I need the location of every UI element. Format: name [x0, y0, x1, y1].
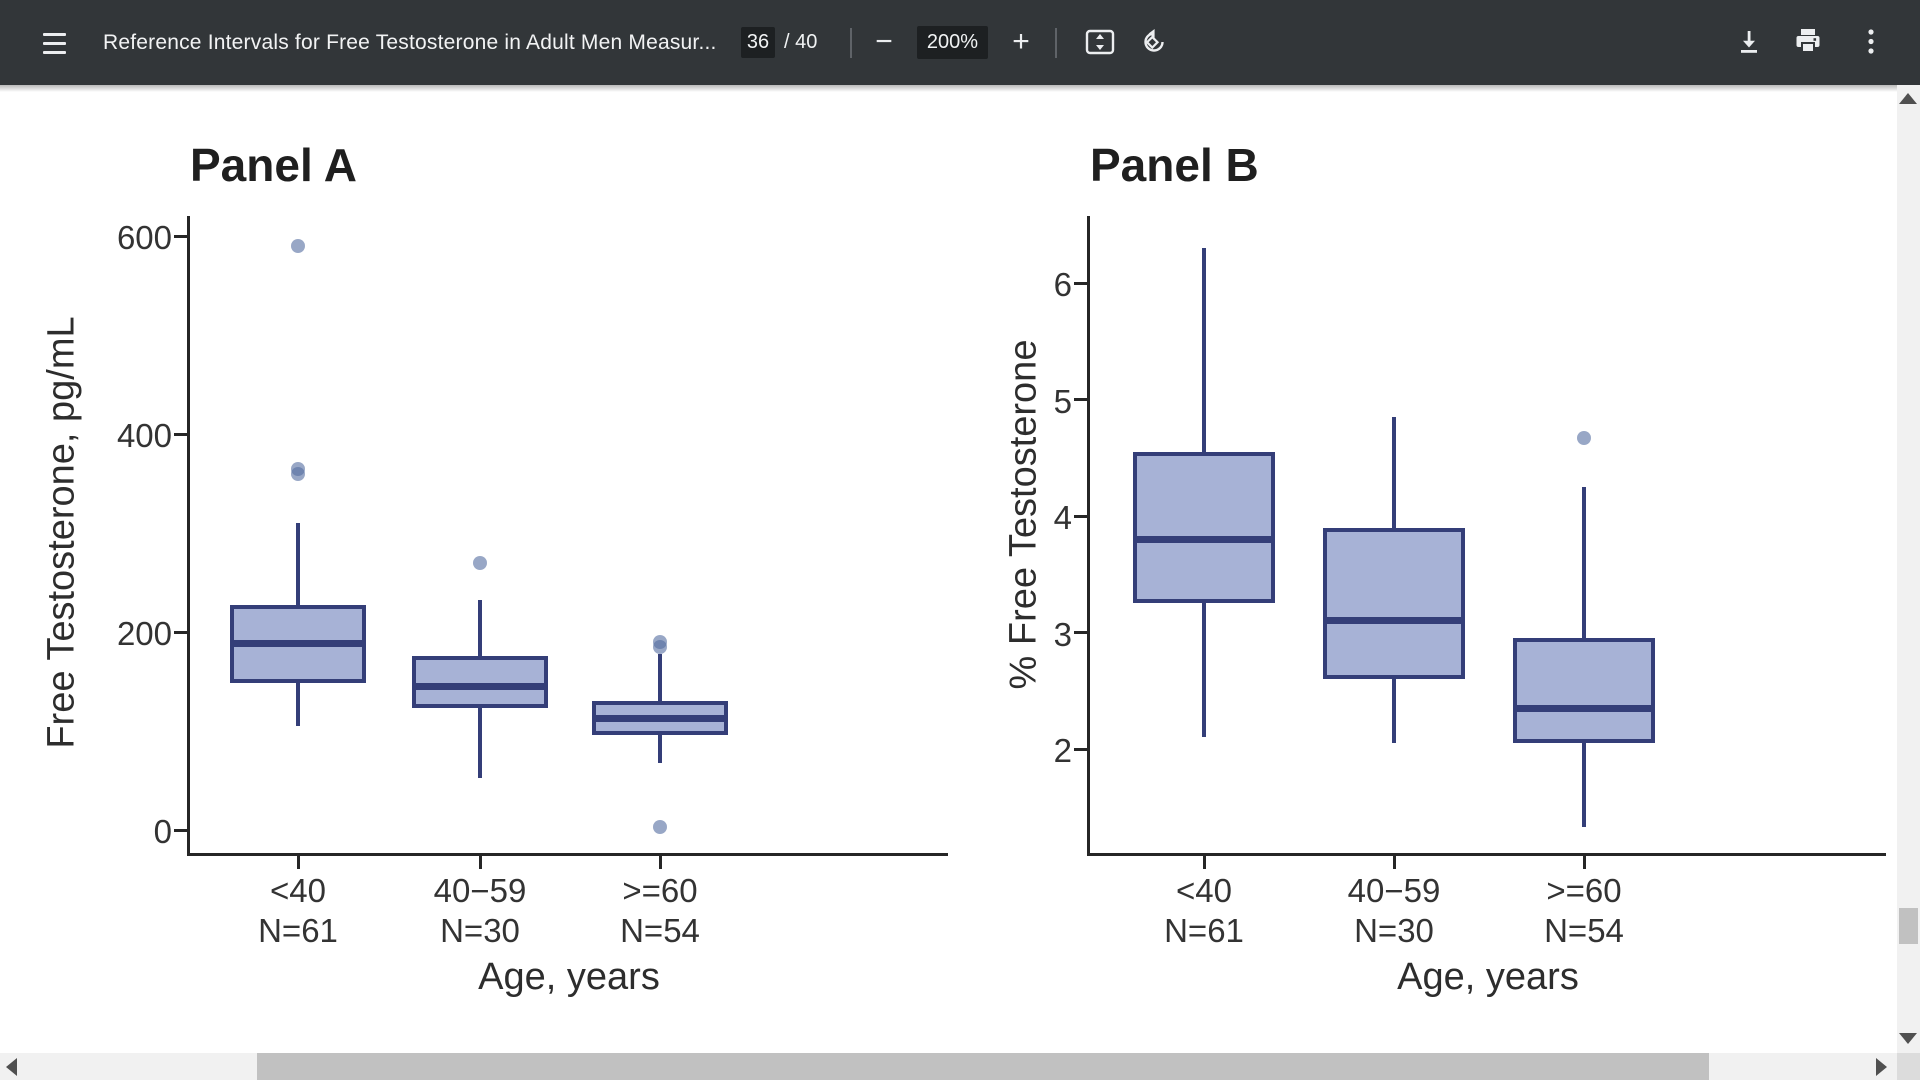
zoom-level-display[interactable]: 200% [917, 26, 988, 59]
box [1323, 527, 1465, 680]
vertical-scrollbar[interactable] [1897, 85, 1920, 1053]
scrollbar-corner [1897, 1053, 1920, 1080]
kebab-menu-icon [1868, 29, 1874, 54]
outlier-dot [653, 634, 667, 649]
outlier-dot [1577, 430, 1591, 445]
hamburger-menu-icon[interactable] [38, 27, 70, 59]
x-axis-label: Age, years [478, 956, 660, 998]
y-tick-mark [174, 630, 187, 634]
category-label: >=60 [622, 872, 698, 909]
x-tick-mark [478, 856, 482, 869]
outlier-dot [473, 555, 487, 570]
zoom-out-button[interactable]: − [875, 25, 893, 58]
x-axis-label: Age, years [1397, 956, 1579, 998]
y-tick-mark [1074, 398, 1087, 401]
median-line [412, 682, 548, 690]
y-tick-label: 6 [1053, 266, 1072, 303]
n-count-label: N=61 [1164, 912, 1244, 949]
boxplot-figure: Panel A 0 200 400 600 Free Testosterone, pg/m… [0, 85, 1897, 1053]
download-button[interactable] [1736, 28, 1762, 56]
category-label: 40−59 [433, 872, 527, 909]
n-count-label: N=54 [1544, 912, 1624, 949]
median-line [592, 714, 728, 722]
scroll-right-arrow-icon[interactable] [1876, 1058, 1887, 1076]
category-label: 40−59 [1347, 872, 1441, 909]
box [1133, 451, 1275, 604]
box [412, 655, 548, 709]
scroll-left-arrow-icon[interactable] [6, 1058, 17, 1076]
scroll-down-arrow-icon[interactable] [1899, 1033, 1917, 1044]
outlier-dot [291, 461, 305, 476]
toolbar-divider [1055, 28, 1057, 58]
y-tick-mark [174, 432, 187, 436]
category-label: <40 [1176, 872, 1232, 909]
panel-title: Panel A [190, 139, 358, 191]
vertical-scrollbar-thumb[interactable] [1899, 908, 1918, 944]
outlier-dot [653, 820, 667, 835]
n-count-label: N=30 [1354, 912, 1434, 949]
median-line [1133, 535, 1275, 543]
rotate-counterclockwise-icon [1144, 29, 1164, 52]
outlier-dot [291, 238, 305, 253]
y-axis-line [1087, 216, 1090, 853]
rotate-button[interactable] [1140, 28, 1168, 56]
n-count-label: N=54 [620, 912, 700, 949]
x-tick-mark [1392, 856, 1396, 869]
zoom-in-button[interactable]: + [1012, 25, 1030, 58]
x-tick-mark [296, 856, 300, 869]
hamburger-bar [42, 50, 66, 54]
toolbar-divider [850, 28, 852, 58]
y-tick-label: 3 [1053, 615, 1072, 653]
page-number-input[interactable]: 36 [741, 27, 775, 58]
y-tick-mark [1074, 747, 1087, 751]
category-label: <40 [270, 872, 326, 909]
more-options-button[interactable] [1861, 27, 1881, 57]
x-tick-mark [1202, 856, 1206, 869]
y-axis-line [187, 216, 190, 853]
median-line [1323, 617, 1465, 625]
x-axis-line [187, 853, 948, 856]
y-axis-label: Free Testosterone, pg/mL [40, 316, 83, 749]
y-tick-mark [1074, 281, 1087, 285]
print-icon [1796, 29, 1820, 53]
download-icon [1741, 31, 1757, 53]
hamburger-bar [42, 41, 66, 45]
x-tick-mark [1582, 856, 1586, 869]
horizontal-scrollbar-thumb[interactable] [257, 1053, 1709, 1080]
median-line [1513, 704, 1655, 712]
pdf-page: Panel A 0 200 400 600 Free Testosterone, pg/m… [0, 85, 1897, 1053]
y-tick-label: 0 [153, 813, 172, 850]
y-tick-mark [174, 234, 187, 238]
y-tick-label: 4 [1053, 499, 1072, 536]
scroll-up-arrow-icon[interactable] [1899, 93, 1917, 104]
y-tick-mark [174, 828, 187, 832]
pdf-toolbar: Reference Intervals for Free Testosteron… [0, 0, 1920, 85]
hamburger-bar [42, 32, 66, 36]
document-title: Reference Intervals for Free Testosteron… [103, 30, 717, 54]
print-button[interactable] [1794, 28, 1822, 55]
x-axis-line [1087, 853, 1886, 856]
y-tick-label: 5 [1053, 382, 1072, 420]
fit-to-page-button[interactable] [1085, 29, 1115, 55]
page-total-label: / 40 [784, 31, 818, 53]
y-axis-label: % Free Testosterone [1002, 339, 1045, 690]
n-count-label: N=61 [258, 912, 338, 949]
y-tick-label: 200 [116, 615, 172, 652]
x-tick-mark [658, 856, 662, 869]
panel-title: Panel B [1090, 139, 1259, 191]
n-count-label: N=30 [440, 912, 520, 949]
y-tick-label: 600 [116, 219, 172, 256]
fit-to-page-icon [1085, 29, 1115, 55]
y-tick-mark [1074, 514, 1087, 518]
median-line [230, 640, 366, 648]
y-tick-label: 400 [116, 417, 172, 454]
y-tick-mark [1074, 631, 1087, 634]
box [1513, 638, 1655, 744]
category-label: >=60 [1546, 872, 1622, 909]
y-tick-label: 2 [1053, 732, 1072, 769]
horizontal-scrollbar[interactable] [0, 1053, 1897, 1080]
